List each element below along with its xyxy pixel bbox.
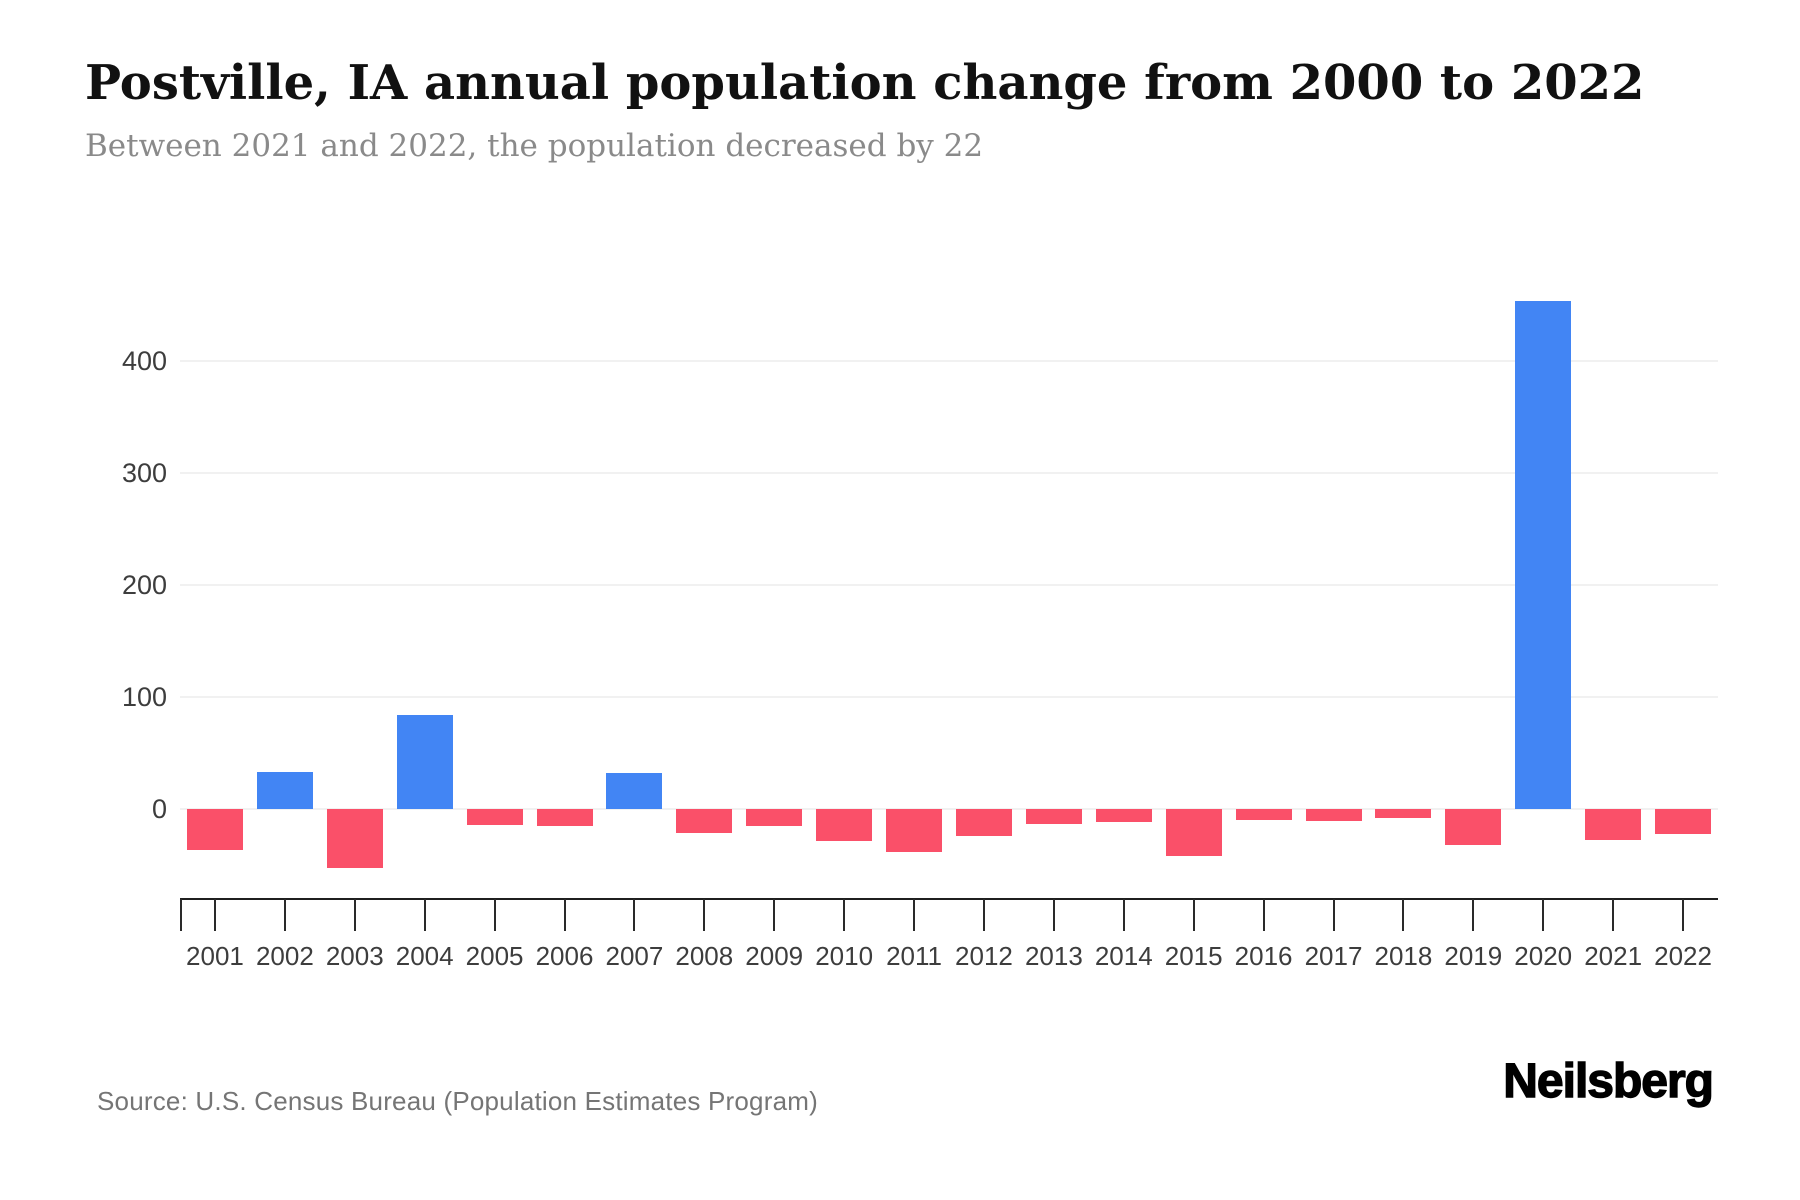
bar-2019[interactable] [1445, 809, 1502, 845]
bar-2021[interactable] [1585, 809, 1642, 841]
x-tick-label-2007: 2007 [605, 941, 664, 971]
bar-2009[interactable] [746, 809, 803, 826]
x-axis-line [180, 898, 1718, 900]
x-tick-2003 [353, 899, 356, 931]
x-tick-2011 [913, 899, 916, 931]
x-tick-label-2014: 2014 [1094, 941, 1153, 971]
x-tick-label-2006: 2006 [535, 941, 594, 971]
x-tick-2002 [283, 899, 286, 931]
x-tick-2014 [1122, 899, 1125, 931]
x-tick-2005 [493, 899, 496, 931]
x-tick-label-2017: 2017 [1304, 941, 1363, 971]
x-tick-2021 [1612, 899, 1615, 931]
x-tick-label-2004: 2004 [395, 941, 454, 971]
bar-2007[interactable] [606, 773, 663, 809]
bar-2005[interactable] [466, 809, 523, 825]
bar-2010[interactable] [816, 809, 873, 842]
bar-2011[interactable] [886, 809, 943, 852]
x-tick-2009 [773, 899, 776, 931]
y-tick-label-100: 100 [121, 682, 167, 712]
x-tick-label-2022: 2022 [1654, 941, 1712, 971]
bar-2006[interactable] [536, 809, 593, 826]
x-tick-label-2019: 2019 [1444, 941, 1503, 971]
bar-chart: 0 100 200 300 400 2001 2002 2003 2004 2005 2006 20… [60, 255, 1718, 971]
x-tick-2006 [563, 899, 566, 931]
x-tick-label-2013: 2013 [1024, 941, 1083, 971]
bar-2015[interactable] [1165, 809, 1222, 857]
bar-2004[interactable] [396, 714, 453, 809]
gridline-200 [180, 584, 1718, 586]
x-tick-label-2016: 2016 [1234, 941, 1293, 971]
bar-2003[interactable] [326, 809, 383, 869]
x-tick-label-2018: 2018 [1374, 941, 1433, 971]
bar-2008[interactable] [676, 809, 733, 833]
x-axis-edge-tick [180, 899, 182, 931]
gridline-300 [180, 472, 1718, 474]
x-tick-label-2020: 2020 [1514, 941, 1573, 971]
x-tick-label-2021: 2021 [1584, 941, 1643, 971]
x-tick-label-2003: 2003 [325, 941, 384, 971]
bar-2022[interactable] [1655, 809, 1712, 834]
x-tick-2020 [1542, 899, 1545, 931]
x-tick-label-2005: 2005 [465, 941, 524, 971]
bar-2018[interactable] [1375, 809, 1432, 818]
bar-2020[interactable] [1515, 300, 1572, 809]
x-tick-2017 [1332, 899, 1335, 931]
x-tick-2012 [982, 899, 985, 931]
plot-area: 2001 2002 2003 2004 2005 2006 2007 2008 2009 2010… [180, 255, 1718, 971]
gridline-100 [180, 696, 1718, 698]
bar-2001[interactable] [186, 809, 243, 851]
x-tick-2001 [213, 899, 216, 931]
x-tick-label-2012: 2012 [955, 941, 1013, 971]
page-subtitle: Between 2021 and 2022, the population de… [85, 128, 984, 164]
x-tick-label-2001: 2001 [186, 941, 244, 971]
x-tick-2007 [633, 899, 636, 931]
y-tick-label-0: 0 [151, 794, 167, 824]
x-tick-label-2010: 2010 [815, 941, 874, 971]
x-tick-2015 [1192, 899, 1195, 931]
x-tick-2018 [1402, 899, 1405, 931]
bar-2012[interactable] [955, 809, 1012, 836]
x-tick-2019 [1472, 899, 1475, 931]
bar-2013[interactable] [1025, 809, 1082, 824]
bar-2017[interactable] [1305, 809, 1362, 822]
gridline-0 [180, 808, 1718, 810]
y-tick-label-400: 400 [121, 346, 167, 376]
gridline-400 [180, 360, 1718, 362]
x-tick-2016 [1262, 899, 1265, 931]
x-tick-label-2002: 2002 [255, 941, 314, 971]
x-tick-2004 [423, 899, 426, 931]
x-tick-2008 [703, 899, 706, 931]
page-title: Postville, IA annual population change f… [85, 55, 1645, 111]
neilsberg-logo: Neilsberg [1503, 1054, 1715, 1108]
bar-2002[interactable] [256, 772, 313, 809]
x-tick-label-2015: 2015 [1164, 941, 1223, 971]
y-tick-label-300: 300 [121, 458, 167, 488]
x-tick-2010 [843, 899, 846, 931]
x-tick-label-2011: 2011 [886, 941, 942, 971]
source-text: Source: U.S. Census Bureau (Population E… [97, 1086, 818, 1116]
bar-2016[interactable] [1235, 809, 1292, 821]
x-tick-label-2009: 2009 [745, 941, 804, 971]
x-tick-2022 [1682, 899, 1685, 931]
bar-2014[interactable] [1095, 809, 1152, 823]
y-axis-labels: 0 100 200 300 400 [60, 255, 167, 899]
y-tick-label-200: 200 [121, 570, 167, 600]
x-tick-2013 [1052, 899, 1055, 931]
x-tick-label-2008: 2008 [675, 941, 734, 971]
